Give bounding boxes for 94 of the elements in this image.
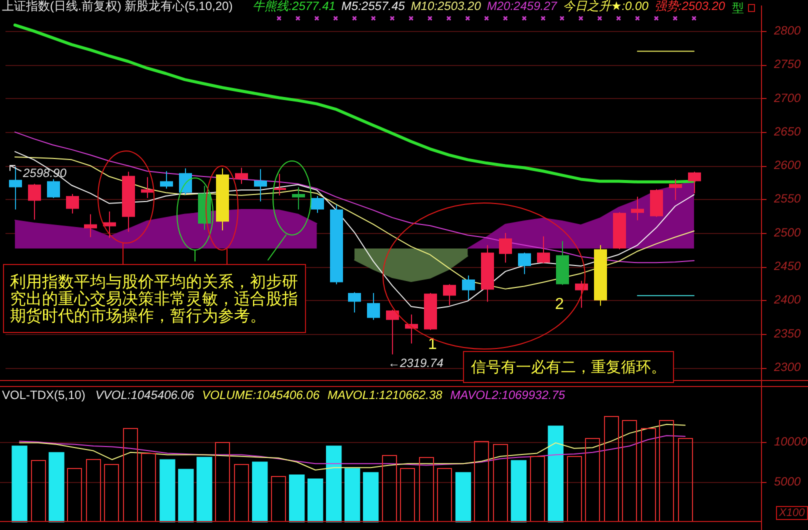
bar	[104, 464, 119, 522]
text: M5:2557.45	[341, 0, 405, 13]
y-tick-label: 2300	[773, 360, 802, 374]
annotation: VOLUME:1045406.06	[202, 388, 320, 402]
annotation: 信号有一必有二，重复循环。	[463, 351, 674, 383]
candlestick	[631, 196, 644, 221]
candlestick	[254, 168, 267, 202]
bar	[344, 468, 360, 522]
bar	[196, 456, 212, 522]
bar	[548, 426, 564, 522]
text: M20:2459.27	[486, 0, 557, 13]
y-tick-label: 2700	[773, 90, 802, 105]
candlestick	[28, 183, 41, 220]
candlestick	[235, 167, 248, 184]
annotation: 强势:2503.20	[654, 0, 726, 13]
annotation: MAVOL1:1210662.38	[328, 388, 442, 402]
y-tick-label: 2800	[773, 23, 802, 38]
bar	[530, 456, 545, 522]
annotation: 1	[428, 336, 437, 353]
bar	[641, 428, 656, 522]
bar	[271, 476, 286, 522]
bar	[604, 416, 619, 522]
text: 型	[732, 1, 744, 15]
candlestick	[462, 274, 475, 300]
bar	[141, 453, 156, 522]
y-tick-label: 2500	[773, 225, 802, 240]
bar	[67, 468, 82, 522]
bar	[678, 438, 693, 522]
annotation: MAVOL2:1069932.75	[450, 388, 566, 402]
annotation: VVOL:1045406.06	[95, 388, 194, 402]
candlestick	[518, 252, 531, 275]
bar	[493, 444, 508, 522]
bar	[178, 468, 194, 522]
bar	[308, 478, 324, 522]
text: M10:2503.20	[410, 0, 481, 13]
bar	[123, 428, 138, 522]
y-axis-title: X100	[776, 506, 808, 520]
y-tick-label: 2650	[773, 124, 802, 138]
bar	[622, 420, 637, 522]
candlestick	[273, 173, 286, 196]
candlestick	[179, 168, 192, 196]
candlestick	[575, 280, 588, 308]
bar	[289, 474, 305, 522]
text: 牛熊线:2577.41	[252, 0, 336, 13]
candlestick	[84, 214, 97, 238]
bar	[510, 460, 527, 522]
y-tick-label: 5000	[774, 474, 802, 488]
candlestick	[537, 236, 550, 264]
candlestick	[386, 309, 399, 355]
bar	[567, 456, 582, 522]
candlestick	[348, 292, 361, 313]
y-tick-label: 2400	[773, 292, 802, 307]
candlestick	[9, 166, 22, 210]
candlestick	[47, 178, 60, 199]
candlestick	[311, 196, 324, 214]
bar	[382, 455, 397, 522]
y-tick-label: 2450	[773, 259, 802, 274]
chart-title: 上证指数(日线.前复权) 新股龙有心(5,10,20)	[2, 0, 233, 13]
y-tick-label: 2350	[773, 326, 802, 340]
bar	[362, 472, 379, 522]
bar	[252, 462, 268, 522]
bar	[474, 441, 489, 522]
candlestick	[103, 211, 116, 238]
bar	[86, 459, 101, 522]
candlestick	[443, 284, 456, 306]
bar	[326, 446, 342, 522]
annotation: 今日之升★:0.00	[562, 0, 648, 13]
bar	[455, 472, 472, 522]
bar	[215, 442, 230, 522]
candlestick	[688, 171, 701, 194]
chart-title: VOL-TDX(5,10)	[2, 388, 86, 402]
annotation: 利用指数平均与股价平均的关系，初步研究出的重心交易决策非常灵敏，适合股指期货时代的市场操作，暂行为参考。	[3, 264, 306, 333]
bar	[437, 468, 452, 522]
y-tick-label: 2600	[773, 158, 802, 172]
bar	[160, 459, 176, 522]
candlestick	[292, 186, 305, 210]
y-tick-label: 2550	[773, 192, 802, 206]
annotation: 2	[555, 296, 564, 313]
bar	[234, 464, 249, 522]
bar	[31, 460, 46, 522]
bar	[419, 457, 434, 522]
y-tick-label: 10000	[774, 434, 808, 448]
candlestick	[66, 194, 79, 214]
annotation: ←2319.74	[388, 356, 444, 370]
bar	[48, 452, 64, 522]
bar	[400, 468, 415, 522]
bar	[585, 438, 600, 522]
candlestick	[367, 292, 380, 320]
y-tick-label: 2750	[773, 57, 802, 72]
bar	[12, 446, 28, 522]
candlestick	[160, 170, 173, 190]
candlestick	[669, 178, 682, 201]
bar	[659, 420, 674, 522]
candlestick	[499, 232, 512, 264]
